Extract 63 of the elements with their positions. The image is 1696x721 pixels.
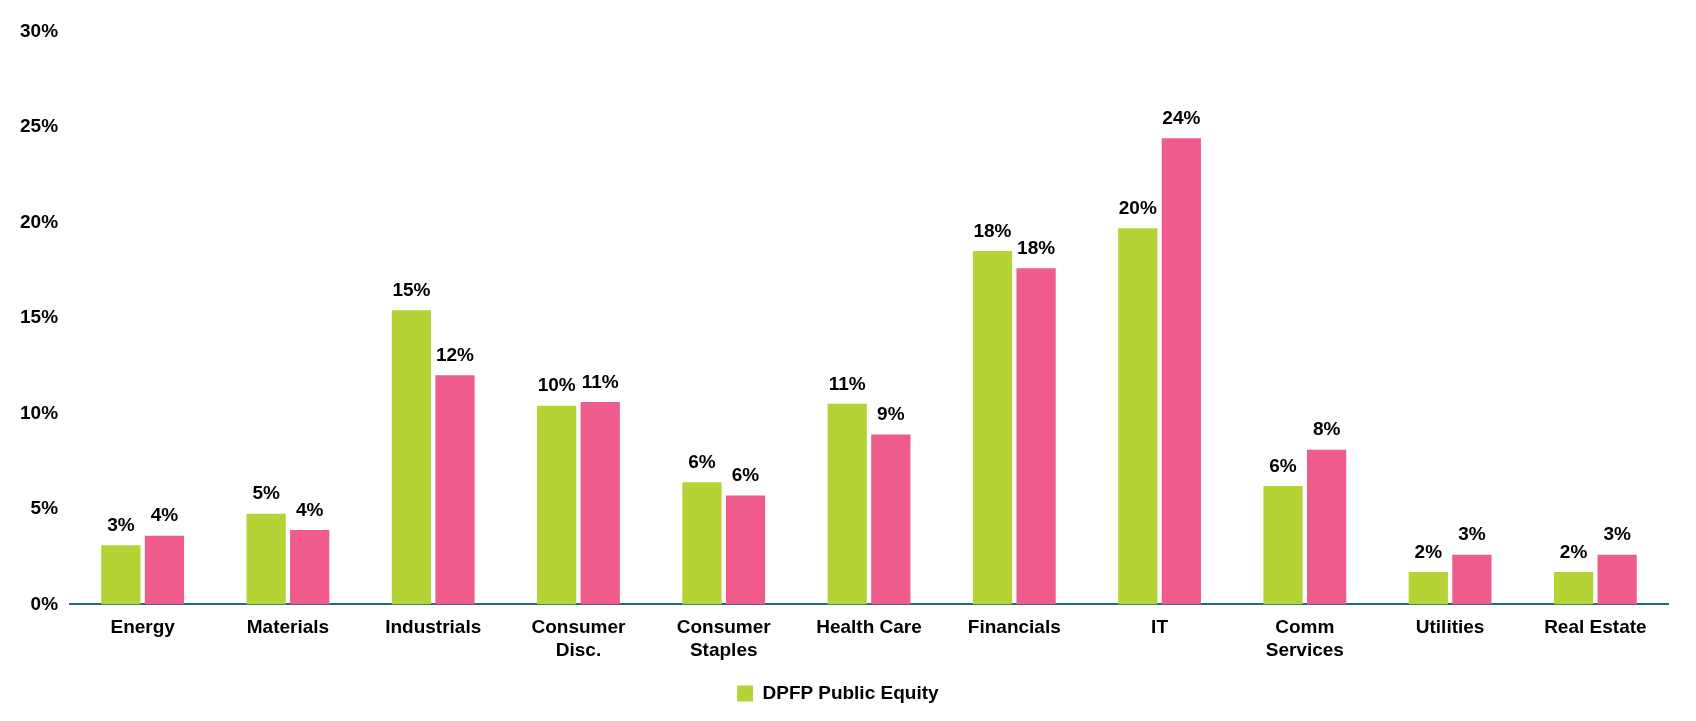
y-tick-label: 0% [30,592,59,614]
x-tick-label: Energy [110,616,176,638]
y-tick-label: 30% [20,19,59,41]
x-tick-label: Health Care [816,616,922,638]
bar [290,529,330,605]
data-label: 2% [1414,540,1443,562]
x-tick-label: Materials [246,616,330,638]
data-label: 3% [1603,523,1631,545]
data-label: 6% [688,450,716,472]
bar [1452,554,1492,605]
x-tick-label: Comm Services [1265,616,1344,660]
data-label: 6% [1269,454,1297,476]
data-label: 4% [150,504,179,526]
x-tick-label: Consumer Disc. [531,616,627,660]
data-label: 24% [1162,107,1201,129]
bar [246,513,286,605]
y-tick-label: 20% [20,210,59,232]
bar [827,403,867,605]
bar [101,545,141,605]
bar [144,535,185,605]
bar [725,495,766,605]
data-label: 18% [1017,236,1056,258]
bar [1553,571,1594,605]
y-tick-label: 5% [30,497,59,519]
data-label: 6% [731,464,760,486]
bar [1307,449,1347,605]
x-tick-label: Utilities [1415,616,1485,638]
data-label: 9% [877,403,905,425]
data-label: 4% [295,498,324,520]
data-label: 10% [537,374,576,396]
x-tick-label: IT [1151,616,1169,638]
bar [1016,268,1056,605]
bar [1597,554,1637,605]
x-tick-label: Industrials [385,616,482,638]
bar [537,405,577,605]
data-label: 18% [973,219,1012,241]
x-tick-label: Consumer Staples [676,616,772,660]
bar [1408,571,1448,605]
bar [580,401,620,605]
bar [1161,138,1201,605]
bar [1263,485,1303,605]
data-label: 11% [581,370,619,392]
data-label: 15% [392,278,431,300]
bar [1118,228,1158,605]
data-label: 2% [1559,540,1588,562]
x-tick-label: Financials [967,616,1061,638]
data-label: 3% [1458,523,1486,545]
bar [871,434,911,605]
data-label: 8% [1312,418,1341,440]
data-label: 5% [252,482,280,504]
data-label: 3% [107,513,135,535]
y-tick-label: 25% [20,115,59,137]
y-tick-label: 10% [20,401,59,423]
data-label: 11% [828,372,866,394]
legend-label: DPFP Public Equity [762,681,939,703]
bar [972,251,1013,605]
data-label: 20% [1118,196,1157,218]
bar [391,310,432,605]
data-label: 12% [435,343,475,365]
y-tick-label: 15% [20,306,59,328]
x-tick-label: Real Estate [1544,616,1647,638]
bar [682,482,722,605]
bar [435,375,475,605]
